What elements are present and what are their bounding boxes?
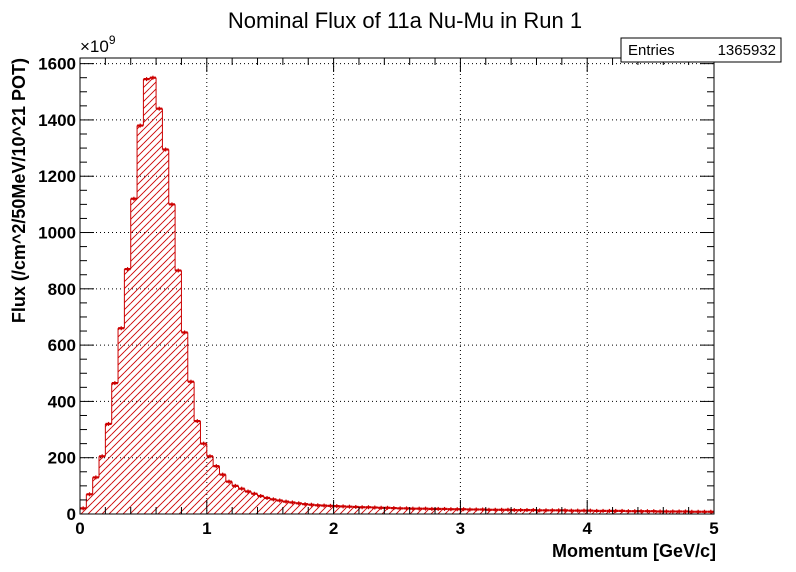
histogram-bar	[365, 507, 372, 514]
x-tick-label: 3	[456, 519, 465, 538]
histogram-bar	[479, 509, 486, 514]
histogram-bar	[162, 149, 169, 514]
y-tick-label: 1400	[38, 111, 76, 130]
histogram-bar	[339, 506, 347, 514]
histogram-bar	[377, 507, 385, 514]
y-tick-label: 800	[48, 280, 76, 299]
histogram-markers	[80, 75, 714, 514]
histogram-bar	[352, 506, 359, 514]
histogram-bar	[200, 443, 207, 514]
histogram-bar	[213, 466, 220, 514]
stats-value: 1365932	[718, 42, 776, 59]
histogram-bar	[232, 485, 239, 514]
histogram-bar	[86, 494, 93, 514]
histogram-bar	[454, 509, 461, 514]
histogram-bar	[498, 509, 505, 514]
x-tick-label: 0	[75, 519, 84, 538]
histogram-bar	[346, 506, 353, 514]
histogram-bar	[219, 474, 226, 514]
histogram-bar	[416, 508, 423, 514]
histogram-bar	[282, 501, 290, 514]
chart-title: Nominal Flux of 11a Nu-Mu in Run 1	[228, 8, 582, 33]
histogram-bar	[397, 508, 404, 514]
histogram-bar	[441, 508, 448, 514]
histogram-bar	[473, 509, 480, 514]
histogram-bar	[137, 125, 144, 515]
histogram-bar	[187, 381, 195, 514]
y-axis-multiplier: ×109	[80, 33, 116, 56]
x-tick-label: 2	[329, 519, 338, 538]
histogram-bar	[263, 497, 271, 514]
histogram-bar	[333, 506, 340, 514]
x-tick-label: 4	[582, 519, 592, 538]
histogram-bar	[194, 421, 201, 514]
histogram-bar	[492, 509, 499, 514]
histogram-bar	[390, 508, 397, 514]
histogram-bar	[276, 500, 283, 514]
y-axis-label: Flux (/cm^2/50MeV/10^21 POT)	[9, 58, 29, 323]
histogram-bar	[403, 508, 410, 514]
y-tick-label: 1200	[38, 167, 76, 186]
histogram-bar	[149, 77, 157, 514]
histogram-bar	[168, 204, 176, 515]
histogram-bar	[251, 493, 258, 514]
histogram-bar	[244, 491, 252, 514]
grid-lines	[80, 58, 714, 514]
histogram-bar	[295, 503, 302, 514]
histogram-bar	[358, 507, 366, 514]
histogram-bar	[270, 499, 277, 514]
histogram-bar	[175, 270, 182, 514]
histogram-bar	[143, 79, 150, 514]
histogram-bar	[80, 508, 87, 514]
histogram-bar	[384, 507, 391, 514]
y-tick-label: 1600	[38, 55, 76, 74]
histogram-bar	[225, 481, 233, 514]
y-tick-label: 600	[48, 336, 76, 355]
histogram-bar	[409, 508, 417, 514]
histogram-bar	[371, 507, 378, 514]
x-tick-labels: 0 1 2 3 4 5	[75, 519, 718, 538]
y-tick-label: 0	[67, 505, 76, 524]
axis-ticks	[79, 58, 715, 515]
histogram-bar	[320, 505, 328, 514]
histogram-bar	[92, 477, 100, 514]
y-tick-label: 400	[48, 392, 76, 411]
histogram-bar	[435, 508, 442, 514]
histogram-bar	[447, 509, 455, 514]
histogram-bars	[79, 77, 715, 515]
histogram-bar	[301, 504, 309, 514]
histogram-bar	[466, 509, 474, 514]
histogram-bar	[206, 456, 214, 514]
histogram-bar	[308, 504, 315, 514]
x-axis-label: Momentum [GeV/c]	[552, 541, 716, 561]
histogram-bar	[289, 502, 296, 514]
x-tick-label: 5	[709, 519, 718, 538]
histogram-bar	[314, 505, 321, 514]
histogram-bar	[156, 108, 163, 515]
histogram-bar	[118, 328, 125, 514]
stats-box: Entries 1365932	[620, 37, 782, 63]
histogram-bar	[257, 495, 264, 514]
stats-label: Entries	[628, 42, 675, 59]
histogram-bar	[111, 383, 119, 514]
histogram-bar	[327, 505, 334, 514]
histogram-bar	[130, 198, 138, 515]
x-tick-label: 1	[202, 519, 211, 538]
histogram-bar	[504, 509, 512, 514]
histogram-bar	[238, 488, 245, 514]
histogram-bar	[428, 508, 436, 514]
y-tick-label: 1000	[38, 224, 76, 243]
histogram-bar	[99, 456, 106, 514]
y-tick-label: 200	[48, 449, 76, 468]
histogram-bar	[485, 509, 493, 514]
histogram-bar	[124, 269, 131, 514]
histogram-bar	[181, 332, 188, 514]
histogram-bar	[422, 508, 429, 514]
plot-frame	[79, 57, 715, 515]
histogram-bar	[105, 423, 112, 514]
y-tick-labels: 0 200 400 600 800 1000 1200 1400 1600	[38, 55, 76, 524]
histogram-bar	[460, 509, 467, 514]
